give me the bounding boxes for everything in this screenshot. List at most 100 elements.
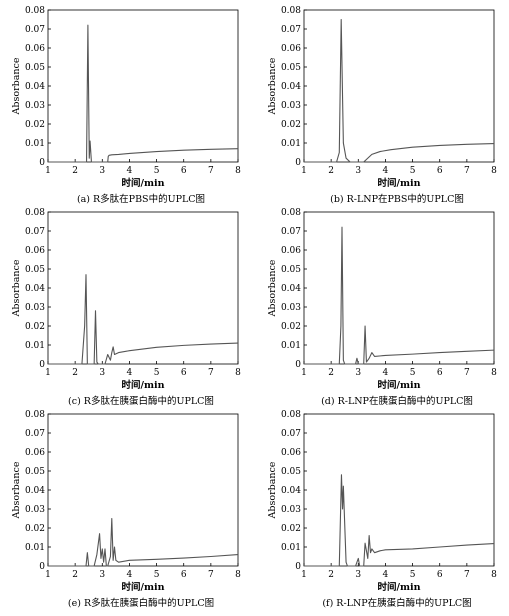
x-tick-label: 4: [383, 570, 389, 580]
y-tick-label: 0.06: [25, 44, 45, 54]
x-tick-label: 8: [235, 368, 241, 378]
x-tick-label: 3: [99, 368, 105, 378]
x-tick-label: 8: [491, 166, 497, 176]
x-tick-label: 2: [72, 166, 78, 176]
x-tick-label: 3: [355, 166, 361, 176]
x-tick-label: 5: [154, 570, 160, 580]
y-tick-label: 0.06: [281, 44, 301, 54]
x-axis-title: 时间/min: [377, 581, 420, 593]
plot-frame: [47, 413, 239, 567]
y-tick-label: 0.04: [25, 82, 45, 92]
x-tick-label: 7: [464, 570, 470, 580]
y-tick-label: 0.03: [281, 101, 301, 111]
x-tick-label: 7: [464, 166, 470, 176]
x-tick-label: 3: [355, 368, 361, 378]
x-tick-label: 6: [437, 570, 443, 580]
y-tick-label: 0.06: [281, 448, 301, 458]
x-axis-title: 时间/min: [121, 581, 164, 593]
x-tick-label: 5: [410, 570, 416, 580]
x-tick-label: 5: [410, 166, 416, 176]
x-tick-label: 5: [410, 368, 416, 378]
y-tick-label: 0.07: [281, 429, 301, 439]
series-line: [48, 24, 239, 163]
x-tick-label: 4: [127, 166, 133, 176]
y-tick-label: 0.08: [25, 208, 45, 218]
x-tick-label: 6: [437, 166, 443, 176]
panel-caption: (f) R-LNP在胰蛋白酶中的UPLC图: [322, 597, 471, 609]
y-tick-label: 0.03: [281, 505, 301, 515]
x-tick-label: 7: [208, 166, 214, 176]
x-tick-label: 5: [154, 166, 160, 176]
series-line: [304, 18, 495, 163]
y-tick-label: 0.08: [25, 410, 45, 420]
x-tick-label: 3: [99, 570, 105, 580]
y-axis-title: Absorbance: [267, 461, 278, 519]
y-tick-label: 0.02: [281, 322, 301, 332]
x-tick-label: 7: [208, 368, 214, 378]
x-tick-label: 6: [181, 570, 187, 580]
x-tick-label: 1: [45, 570, 51, 580]
chart-panel-e: 0 0.01 0.02 0.03 0.04 0.05 0.06 0.07 0.08 1 2 3 4 5 6 7…: [11, 410, 241, 609]
chart-panel-f: 0 0.01 0.02 0.03 0.04 0.05 0.06 0.07 0.08 1 2 3 4 5 6 7…: [267, 410, 497, 609]
panel-caption: (e) R多肽在胰蛋白酶中的UPLC图: [68, 597, 214, 609]
x-tick-label: 1: [45, 368, 51, 378]
y-tick-label: 0.06: [25, 448, 45, 458]
y-tick-label: 0.07: [281, 227, 301, 237]
y-tick-label: 0.01: [25, 543, 45, 553]
y-tick-label: 0.05: [281, 467, 301, 477]
x-tick-label: 4: [127, 368, 133, 378]
x-tick-label: 2: [72, 570, 78, 580]
y-axis-title: Absorbance: [11, 259, 22, 317]
panel-caption: (d) R-LNP在胰蛋白酶中的UPLC图: [321, 395, 473, 407]
panel-caption: (c) R多肽在胰蛋白酶中的UPLC图: [68, 395, 214, 407]
x-tick-label: 4: [383, 166, 389, 176]
y-tick-label: 0.08: [281, 208, 301, 218]
x-tick-label: 6: [437, 368, 443, 378]
y-tick-label: 0: [295, 158, 301, 168]
series-line: [48, 274, 239, 365]
y-tick-label: 0.08: [281, 6, 301, 16]
y-tick-label: 0.07: [281, 25, 301, 35]
y-tick-label: 0.02: [25, 524, 45, 534]
x-tick-label: 4: [127, 570, 133, 580]
y-tick-label: 0.02: [25, 322, 45, 332]
y-tick-label: 0.04: [281, 486, 301, 496]
y-tick-label: 0.06: [281, 246, 301, 256]
x-tick-label: 5: [154, 368, 160, 378]
y-tick-label: 0: [295, 360, 301, 370]
panel-caption: (a) R多肽在PBS中的UPLC图: [77, 193, 205, 205]
y-tick-label: 0: [295, 562, 301, 572]
chart-panel-b: 0 0.01 0.02 0.03 0.04 0.05 0.06 0.07 0.08 1 2 3 4 5 6 7…: [267, 6, 497, 205]
x-axis-title: 时间/min: [377, 177, 420, 189]
x-tick-label: 1: [301, 166, 307, 176]
y-tick-label: 0.04: [25, 284, 45, 294]
x-tick-label: 7: [208, 570, 214, 580]
y-tick-label: 0.07: [25, 227, 45, 237]
plot-frame: [47, 9, 239, 163]
panel-caption: (b) R-LNP在PBS中的UPLC图: [330, 193, 464, 205]
x-tick-label: 1: [45, 166, 51, 176]
y-tick-label: 0.03: [25, 505, 45, 515]
x-tick-label: 6: [181, 166, 187, 176]
y-tick-label: 0.03: [25, 303, 45, 313]
plot-frame: [47, 211, 239, 365]
y-axis-title: Absorbance: [11, 461, 22, 519]
x-axis-title: 时间/min: [121, 379, 164, 391]
x-tick-label: 2: [72, 368, 78, 378]
y-tick-label: 0.08: [281, 410, 301, 420]
y-tick-label: 0: [39, 158, 45, 168]
y-tick-label: 0.04: [281, 82, 301, 92]
y-tick-label: 0: [39, 360, 45, 370]
chart-panel-c: 0 0.01 0.02 0.03 0.04 0.05 0.06 0.07 0.08 1 2 3 4 5 6 7…: [11, 208, 241, 407]
x-tick-label: 3: [355, 570, 361, 580]
x-tick-label: 2: [328, 368, 334, 378]
chart-panel-d: 0 0.01 0.02 0.03 0.04 0.05 0.06 0.07 0.08 1 2 3 4 5 6 7…: [267, 208, 497, 407]
y-tick-label: 0.04: [25, 486, 45, 496]
y-tick-label: 0.01: [25, 341, 45, 351]
y-tick-label: 0.05: [281, 63, 301, 73]
x-tick-label: 2: [328, 570, 334, 580]
plot-frame: [303, 413, 495, 567]
y-tick-label: 0.01: [281, 341, 301, 351]
y-tick-label: 0.04: [281, 284, 301, 294]
